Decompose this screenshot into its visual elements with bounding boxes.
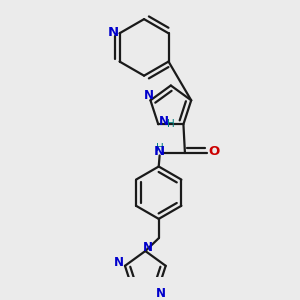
- Text: O: O: [208, 146, 220, 158]
- Text: N: N: [143, 241, 153, 254]
- Text: H: H: [156, 143, 164, 153]
- Text: N: N: [114, 256, 124, 269]
- Text: N: N: [144, 89, 154, 102]
- Text: N: N: [156, 287, 166, 300]
- Text: H: H: [167, 119, 175, 129]
- Text: N: N: [154, 146, 165, 158]
- Text: N: N: [107, 26, 118, 39]
- Text: N: N: [159, 115, 169, 128]
